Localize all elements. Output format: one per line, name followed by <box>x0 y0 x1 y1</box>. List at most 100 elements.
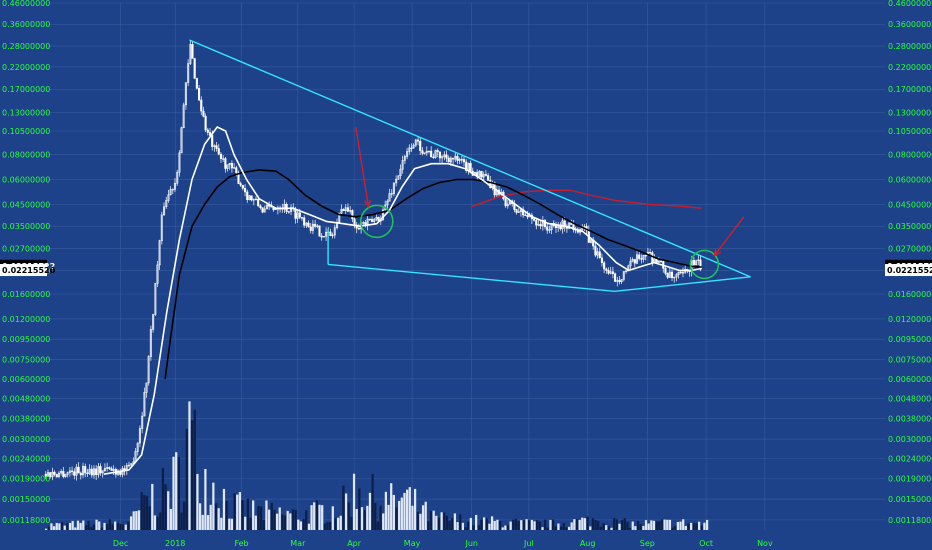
candle-body-61 <box>178 152 181 173</box>
candle-body-210 <box>504 198 507 207</box>
price-tag-bg-right-1 <box>885 264 932 277</box>
candle-body-44 <box>141 415 144 429</box>
volume-bar-227 <box>647 523 650 530</box>
candle-260 <box>614 272 617 283</box>
volume-bar-210 <box>602 523 605 530</box>
candle-body-168 <box>412 144 415 149</box>
volume-bar-201 <box>578 519 581 530</box>
candle-6 <box>57 471 60 478</box>
volume-bar-248 <box>703 522 706 530</box>
candle-164 <box>403 154 406 164</box>
volume-bar-128 <box>384 491 388 530</box>
candle-128 <box>325 227 328 242</box>
candle-body-16 <box>79 472 82 476</box>
candle-17 <box>81 462 85 478</box>
volume-bar-14 <box>82 520 85 530</box>
volume-bar-235 <box>668 519 672 530</box>
candle-0 <box>44 471 47 480</box>
volume-bar-53 <box>185 428 188 530</box>
candle-body-220 <box>526 215 529 218</box>
candle-166 <box>408 144 411 155</box>
candle-body-55 <box>165 200 168 208</box>
candle-162 <box>399 164 402 180</box>
candle-body-148 <box>368 218 371 221</box>
volume-bar-229 <box>652 520 656 530</box>
candle-91 <box>244 184 247 197</box>
candle-78 <box>215 142 218 152</box>
volume-bar-225 <box>642 525 645 530</box>
candle-body-163 <box>401 160 404 170</box>
candle-body-52 <box>158 240 161 266</box>
candle-25 <box>99 463 102 476</box>
volume-bar-238 <box>676 521 680 530</box>
candle-body-135 <box>340 209 343 214</box>
volume-bar-4 <box>55 522 58 530</box>
candle-69 <box>195 77 198 90</box>
volume-bar-199 <box>573 519 576 530</box>
volume-bar-92 <box>289 513 292 530</box>
volume-bar-95 <box>297 519 300 530</box>
candle-body-233 <box>554 225 558 228</box>
x-tick-5: May <box>404 539 421 548</box>
candle-body-141 <box>353 218 356 226</box>
candle-9 <box>64 473 67 478</box>
candle-body-73 <box>204 116 207 131</box>
volume-bar-125 <box>376 521 380 530</box>
candle-79 <box>217 144 220 156</box>
y-tick-left-13: 0.01600000 <box>2 290 50 299</box>
candle-body-93 <box>248 195 251 201</box>
y-tick-right-15: 0.00950000 <box>888 335 932 344</box>
candle-body-86 <box>233 167 236 169</box>
candle-269 <box>633 259 636 268</box>
volume-bar-41 <box>153 515 157 530</box>
volume-bar-76 <box>246 498 249 530</box>
candle-122 <box>311 219 314 235</box>
volume-bar-7 <box>63 525 66 530</box>
volume-bar-102 <box>315 500 319 530</box>
candle-body-23 <box>95 468 98 476</box>
candle-24 <box>97 462 100 478</box>
price-tag-bg-left-1 <box>0 264 47 277</box>
volume-bar-162 <box>475 514 478 530</box>
volume-bar-143 <box>424 501 427 530</box>
volume-bar-163 <box>477 525 480 530</box>
candle-body-13 <box>73 471 76 476</box>
candle-body-20 <box>88 468 91 474</box>
candle-192 <box>465 159 468 173</box>
candle-27 <box>103 463 106 473</box>
volume-bar-202 <box>581 517 584 530</box>
candle-186 <box>452 157 455 165</box>
candle-175 <box>427 150 431 154</box>
candle-body-158 <box>390 193 393 195</box>
candle-241 <box>572 220 575 233</box>
candle-50 <box>154 282 157 317</box>
candle-126 <box>320 233 323 241</box>
candle-body-225 <box>537 224 540 226</box>
y-tick-left-11: 0.02700000 <box>2 245 50 254</box>
candle-137 <box>344 204 347 214</box>
volume-bar-78 <box>252 500 255 530</box>
y-tick-left-5: 0.13000000 <box>2 108 50 117</box>
candle-body-84 <box>228 162 231 166</box>
x-tick-11: Nov <box>757 539 773 548</box>
y-tick-left-21: 0.00240000 <box>2 454 50 463</box>
candle-body-4 <box>53 471 56 475</box>
volume-bar-100 <box>310 505 313 530</box>
volume-bar-144 <box>427 521 430 530</box>
candle-61 <box>178 150 181 177</box>
volume-bar-228 <box>650 520 653 530</box>
candle-body-45 <box>143 392 146 417</box>
volume-bar-50 <box>177 457 180 530</box>
candle-body-28 <box>106 467 109 469</box>
candle-body-170 <box>416 139 420 142</box>
candle-188 <box>456 153 459 165</box>
volume-bar-17 <box>90 526 93 530</box>
volume-bar-45 <box>164 484 167 530</box>
volume-bar-139 <box>413 488 417 530</box>
candle-288 <box>675 273 678 282</box>
volume-bar-104 <box>321 505 324 530</box>
volume-bar-173 <box>504 525 507 530</box>
candle-body-273 <box>642 255 645 260</box>
volume-bar-58 <box>198 503 202 530</box>
